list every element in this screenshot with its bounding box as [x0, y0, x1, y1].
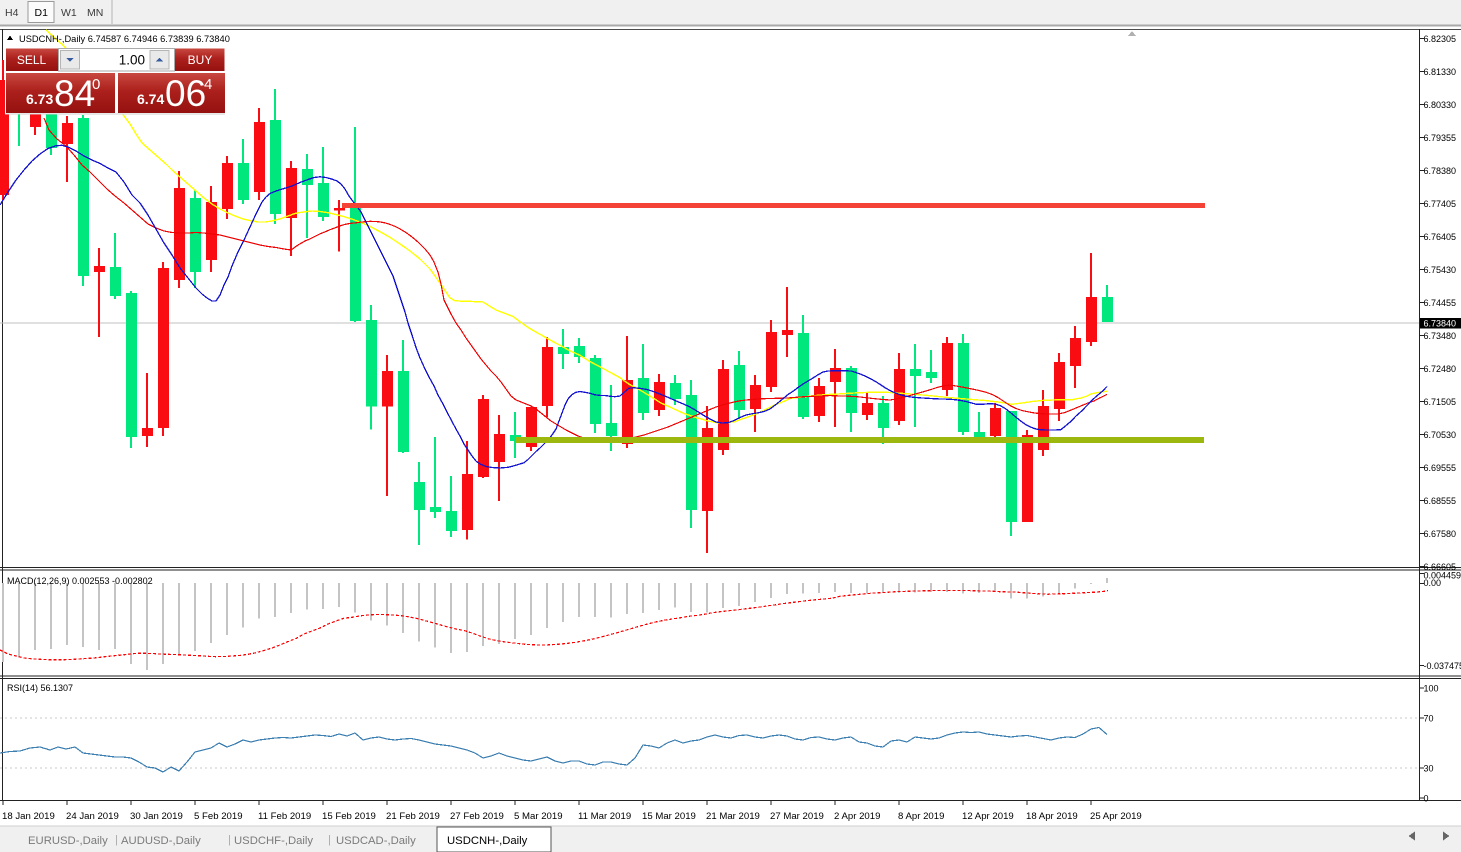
svg-text:W1: W1 [61, 7, 77, 19]
svg-text:6.73: 6.73 [26, 91, 53, 107]
svg-text:USDCNH-,Daily 6.74587 6.74946: USDCNH-,Daily 6.74587 6.74946 6.73839 6.… [19, 34, 230, 44]
svg-text:5 Mar 2019: 5 Mar 2019 [514, 811, 563, 822]
svg-text:21 Mar 2019: 21 Mar 2019 [706, 811, 760, 822]
svg-text:6.73840: 6.73840 [1424, 318, 1457, 328]
svg-text:21 Feb 2019: 21 Feb 2019 [386, 811, 440, 822]
svg-text:0.00: 0.00 [1424, 578, 1442, 588]
svg-text:MN: MN [87, 7, 103, 19]
svg-text:RSI(14) 56.1307: RSI(14) 56.1307 [7, 683, 73, 693]
svg-text:6.74455: 6.74455 [1424, 298, 1457, 308]
svg-text:25 Apr 2019: 25 Apr 2019 [1090, 811, 1142, 822]
svg-text:6.71505: 6.71505 [1424, 397, 1457, 407]
svg-text:-0.037475: -0.037475 [1424, 661, 1461, 671]
svg-text:100: 100 [1424, 684, 1439, 694]
svg-text:H4: H4 [5, 7, 19, 19]
svg-text:30 Jan 2019: 30 Jan 2019 [130, 811, 183, 822]
svg-text:6.82305: 6.82305 [1424, 34, 1457, 44]
svg-text:EURUSD-,Daily: EURUSD-,Daily [28, 835, 108, 847]
svg-text:18 Apr 2019: 18 Apr 2019 [1026, 811, 1078, 822]
svg-text:1.00: 1.00 [119, 53, 145, 68]
svg-text:6.72480: 6.72480 [1424, 364, 1457, 374]
svg-text:BUY: BUY [188, 53, 213, 67]
svg-text:06: 06 [165, 73, 206, 114]
svg-text:15 Feb 2019: 15 Feb 2019 [322, 811, 376, 822]
svg-text:27 Mar 2019: 27 Mar 2019 [770, 811, 824, 822]
svg-text:0: 0 [1424, 794, 1429, 804]
svg-text:6.73480: 6.73480 [1424, 331, 1457, 341]
svg-text:6.76405: 6.76405 [1424, 232, 1457, 242]
svg-text:6.77405: 6.77405 [1424, 199, 1457, 209]
svg-text:2 Apr 2019: 2 Apr 2019 [834, 811, 880, 822]
svg-text:12 Apr 2019: 12 Apr 2019 [962, 811, 1014, 822]
svg-text:30: 30 [1424, 764, 1434, 774]
svg-text:6.70530: 6.70530 [1424, 430, 1457, 440]
svg-text:24 Jan 2019: 24 Jan 2019 [66, 811, 119, 822]
svg-text:27 Feb 2019: 27 Feb 2019 [450, 811, 504, 822]
svg-text:USDCHF-,Daily: USDCHF-,Daily [234, 835, 313, 847]
svg-text:MACD(12,26,9) 0.002553 -0.0028: MACD(12,26,9) 0.002553 -0.002802 [7, 576, 153, 586]
svg-text:0: 0 [92, 76, 100, 93]
svg-text:4: 4 [204, 76, 212, 93]
svg-text:6.81330: 6.81330 [1424, 67, 1457, 77]
svg-text:USDCNH-,Daily: USDCNH-,Daily [447, 835, 528, 847]
svg-text:5 Feb 2019: 5 Feb 2019 [194, 811, 243, 822]
svg-text:11 Mar 2019: 11 Mar 2019 [578, 811, 631, 822]
svg-text:USDCAD-,Daily: USDCAD-,Daily [336, 835, 416, 847]
svg-text:|: | [228, 834, 231, 846]
svg-text:6.74: 6.74 [137, 91, 164, 107]
svg-text:6.66605: 6.66605 [1424, 562, 1457, 572]
svg-text:6.80330: 6.80330 [1424, 100, 1457, 110]
svg-text:6.78380: 6.78380 [1424, 166, 1457, 176]
svg-text:11 Feb 2019: 11 Feb 2019 [258, 811, 311, 822]
svg-text:0.004459: 0.004459 [1424, 571, 1461, 581]
svg-text:70: 70 [1424, 714, 1434, 724]
svg-text:|: | [115, 834, 118, 846]
svg-text:6.67580: 6.67580 [1424, 529, 1457, 539]
svg-text:6.75430: 6.75430 [1424, 265, 1457, 275]
svg-text:6.79355: 6.79355 [1424, 133, 1457, 143]
svg-text:8 Apr 2019: 8 Apr 2019 [898, 811, 944, 822]
svg-text:6.69555: 6.69555 [1424, 463, 1457, 473]
svg-text:15 Mar 2019: 15 Mar 2019 [642, 811, 696, 822]
svg-text:D1: D1 [35, 7, 49, 19]
svg-text:18 Jan 2019: 18 Jan 2019 [2, 811, 55, 822]
svg-text:AUDUSD-,Daily: AUDUSD-,Daily [121, 835, 201, 847]
svg-text:SELL: SELL [17, 53, 47, 67]
svg-text:6.68555: 6.68555 [1424, 496, 1457, 506]
svg-text:|: | [328, 834, 331, 846]
svg-text:84: 84 [54, 73, 95, 114]
